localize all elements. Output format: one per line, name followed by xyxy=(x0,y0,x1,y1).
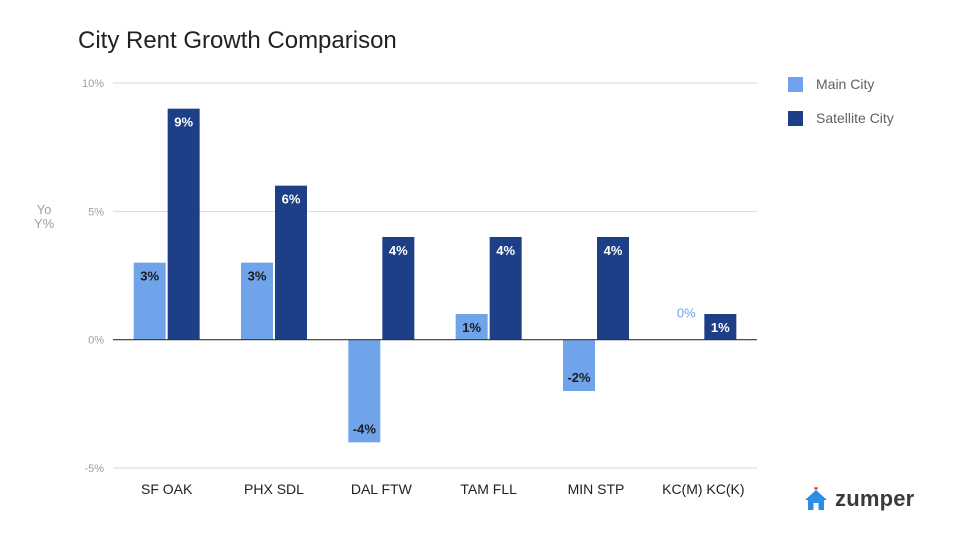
legend-label-satellite-city: Satellite City xyxy=(816,110,894,126)
data-label: -2% xyxy=(567,370,591,385)
bar-main xyxy=(133,262,166,340)
bar-satellite xyxy=(275,185,307,340)
y-tick-label: 10% xyxy=(82,78,104,90)
y-tick-label: -5% xyxy=(84,463,104,475)
x-tick-label: KC(M) KC(K) xyxy=(662,481,744,497)
chart-legend: Main City Satellite City xyxy=(788,75,894,143)
x-tick-label: MIN STP xyxy=(568,481,625,497)
bar-main xyxy=(455,314,488,340)
x-tick-label: TAM FLL xyxy=(460,481,517,497)
bar-satellite xyxy=(597,237,629,340)
data-label: 4% xyxy=(389,243,408,258)
x-tick-label: DAL FTW xyxy=(351,481,413,497)
data-label: 1% xyxy=(462,320,481,335)
chart-title: City Rent Growth Comparison xyxy=(78,27,397,54)
data-label: -4% xyxy=(353,421,377,436)
x-tick-label: PHX SDL xyxy=(244,481,304,497)
bar-main xyxy=(563,339,595,391)
bar-satellite xyxy=(704,314,737,340)
legend-item-satellite-city: Satellite City xyxy=(788,109,894,127)
data-label: 9% xyxy=(174,115,193,130)
house-icon xyxy=(805,487,827,510)
y-tick-label: 5% xyxy=(88,206,104,218)
data-label: 3% xyxy=(140,269,159,284)
legend-item-main-city: Main City xyxy=(788,75,894,93)
data-label: 6% xyxy=(282,192,301,207)
y-axis-label: YoY% xyxy=(34,202,55,231)
bar-main xyxy=(348,339,381,443)
y-tick-label: 0% xyxy=(88,335,104,347)
data-label: 4% xyxy=(604,243,623,258)
data-label: 0% xyxy=(677,306,696,321)
brand-name: zumper xyxy=(835,486,915,511)
bar-satellite xyxy=(167,108,200,340)
bar-satellite xyxy=(382,237,415,340)
zumper-logo: zumper xyxy=(803,486,914,512)
data-label: 3% xyxy=(248,269,267,284)
data-label: 1% xyxy=(711,320,730,335)
legend-label-main-city: Main City xyxy=(816,76,875,92)
legend-swatch-main-city xyxy=(788,76,803,92)
bar-satellite xyxy=(489,237,522,340)
x-tick-label: SF OAK xyxy=(141,481,193,497)
bar-main xyxy=(241,262,273,340)
legend-swatch-satellite-city xyxy=(788,110,803,126)
data-label: 4% xyxy=(496,243,515,258)
